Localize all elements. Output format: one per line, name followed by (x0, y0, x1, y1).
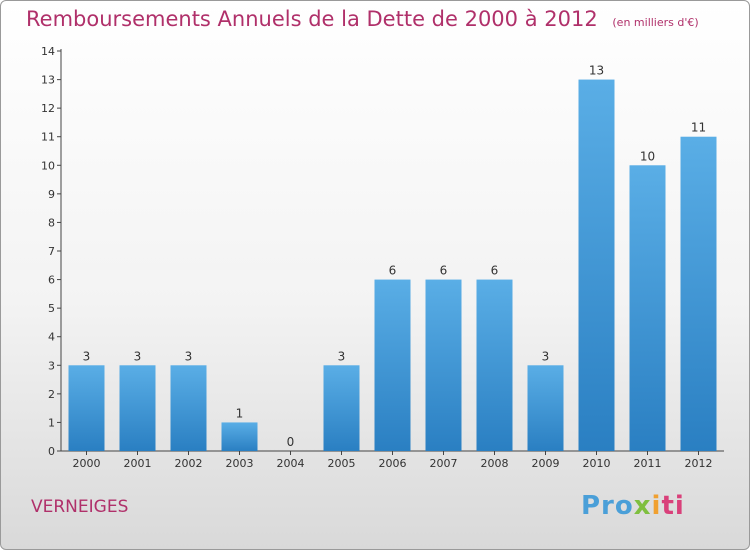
city-name: VERNEIGES (31, 497, 129, 517)
bar-2010 (578, 79, 615, 452)
bar-2012 (680, 136, 717, 451)
y-tick-label: 0 (48, 445, 55, 458)
data-label-2001: 3 (134, 349, 142, 363)
bar-2000 (68, 365, 105, 451)
data-label-2011: 10 (640, 149, 655, 163)
data-label-2002: 3 (185, 349, 193, 363)
bar-2003 (221, 422, 258, 451)
y-tick-label: 8 (48, 216, 55, 229)
data-label-2010: 13 (589, 64, 604, 78)
y-tick-label: 9 (48, 188, 55, 201)
data-label-2006: 6 (389, 264, 397, 278)
bar-2011 (629, 165, 666, 452)
x-tick-label: 2009 (532, 457, 560, 470)
y-tick-label: 13 (41, 74, 55, 87)
y-tick-label: 2 (48, 388, 55, 401)
x-tick-label: 2012 (685, 457, 713, 470)
y-tick-label: 1 (48, 416, 55, 429)
y-tick-label: 7 (48, 245, 55, 258)
data-label-2003: 1 (236, 406, 244, 420)
x-tick-label: 2008 (481, 457, 509, 470)
y-tick-label: 5 (48, 302, 55, 315)
logo-part-1: Pro (581, 491, 634, 521)
logo-part-3: i (651, 491, 662, 521)
x-tick-label: 2000 (73, 457, 101, 470)
chart-title-text: Remboursements Annuels de la Dette de 20… (26, 7, 598, 31)
logo-part-2: x (633, 491, 652, 521)
x-tick-label: 2001 (124, 457, 152, 470)
bar-2006 (374, 279, 411, 451)
y-tick-label: 10 (41, 159, 55, 172)
x-tick-label: 2003 (226, 457, 254, 470)
x-tick-label: 2010 (583, 457, 611, 470)
proxiti-logo: Proxiti (581, 491, 685, 521)
data-label-2008: 6 (491, 264, 499, 278)
y-tick-label: 4 (48, 331, 55, 344)
data-label-2009: 3 (542, 349, 550, 363)
data-label-2007: 6 (440, 264, 448, 278)
chart-title: Remboursements Annuels de la Dette de 20… (26, 7, 699, 31)
bar-2005 (323, 365, 360, 451)
data-label-2012: 11 (691, 121, 706, 135)
bar-2007 (425, 279, 462, 451)
x-tick-label: 2002 (175, 457, 203, 470)
bar-2009 (527, 365, 564, 451)
x-tick-label: 2007 (430, 457, 458, 470)
logo-part-4: ti (661, 491, 685, 521)
y-tick-label: 6 (48, 274, 55, 287)
data-label-2000: 3 (83, 349, 91, 363)
bars (68, 79, 717, 452)
x-tick-label: 2005 (328, 457, 356, 470)
y-tick-label: 11 (41, 131, 55, 144)
bar-2002 (170, 365, 207, 451)
x-tick-label: 2004 (277, 457, 305, 470)
chart-unit: (en milliers d'€) (612, 16, 699, 29)
data-label-2004: 0 (287, 435, 295, 449)
x-tick-label: 2011 (634, 457, 662, 470)
x-tick-label: 2006 (379, 457, 407, 470)
y-tick-label: 3 (48, 359, 55, 372)
y-tick-label: 12 (41, 102, 55, 115)
data-label-2005: 3 (338, 349, 346, 363)
y-tick-label: 14 (41, 45, 55, 58)
bar-2008 (476, 279, 513, 451)
bar-2001 (119, 365, 156, 451)
